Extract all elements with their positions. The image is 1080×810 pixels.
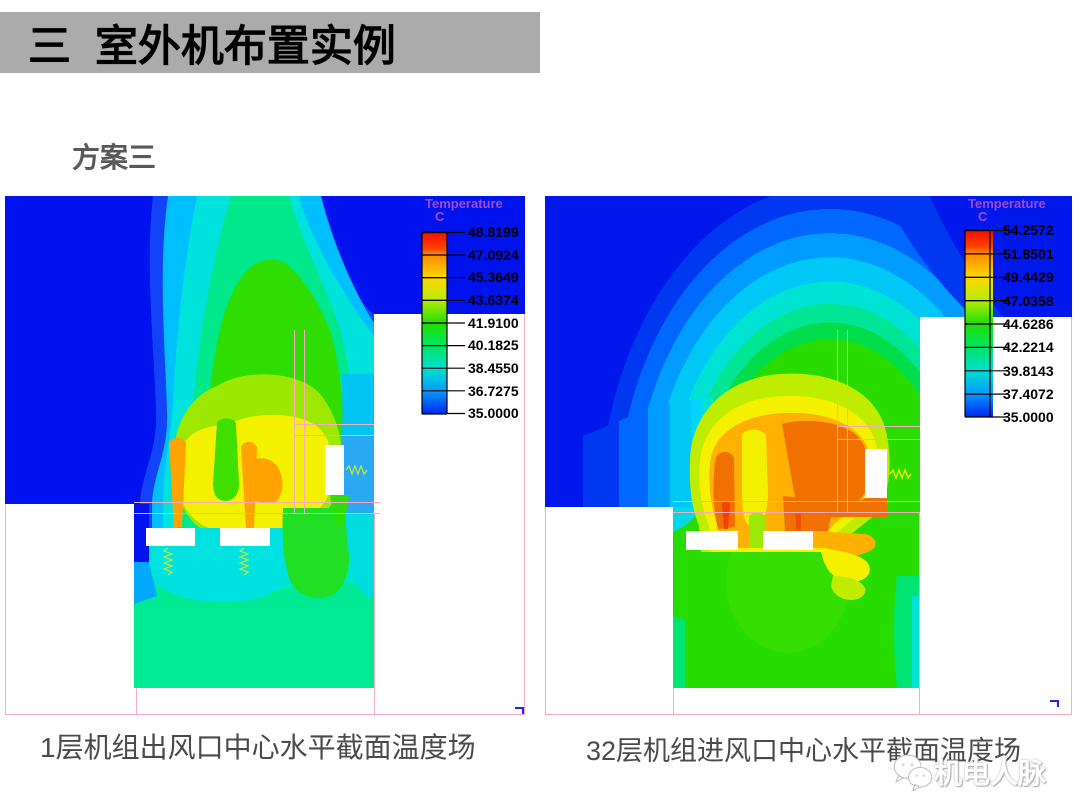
svg-text:54.2572: 54.2572: [1003, 222, 1054, 238]
svg-text:47.0358: 47.0358: [1003, 293, 1054, 309]
svg-text:36.7275: 36.7275: [468, 383, 519, 399]
svg-text:51.8501: 51.8501: [1003, 246, 1054, 262]
svg-text:35.0000: 35.0000: [468, 405, 519, 421]
svg-text:42.2214: 42.2214: [1003, 339, 1054, 355]
svg-text:44.6286: 44.6286: [1003, 316, 1054, 332]
svg-text:37.4072: 37.4072: [1003, 386, 1054, 402]
svg-text:C: C: [978, 209, 988, 224]
svg-text:C: C: [435, 209, 445, 224]
svg-text:40.1825: 40.1825: [468, 337, 519, 353]
svg-text:35.0000: 35.0000: [1003, 409, 1054, 425]
svg-text:43.6374: 43.6374: [468, 292, 519, 308]
svg-text:Temperature: Temperature: [425, 196, 503, 211]
svg-text:38.4550: 38.4550: [468, 360, 519, 376]
svg-text:49.4429: 49.4429: [1003, 269, 1054, 285]
svg-text:41.9100: 41.9100: [468, 315, 519, 331]
svg-text:48.8199: 48.8199: [468, 224, 519, 240]
svg-text:Temperature: Temperature: [968, 196, 1046, 211]
svg-text:45.3649: 45.3649: [468, 269, 519, 285]
svg-text:39.8143: 39.8143: [1003, 363, 1054, 379]
svg-text:47.0924: 47.0924: [468, 247, 519, 263]
